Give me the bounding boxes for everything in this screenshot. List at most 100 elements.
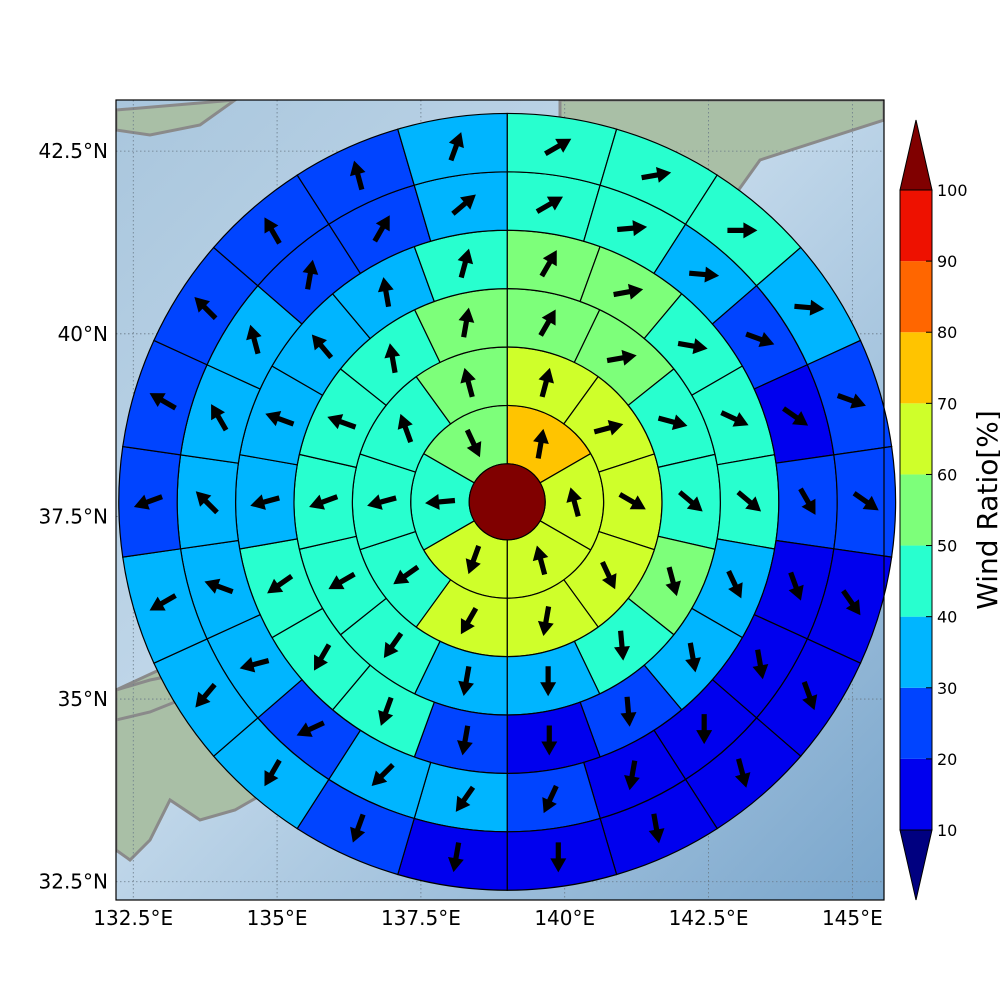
wind-arrow — [367, 494, 397, 510]
wind-arrow — [393, 564, 420, 585]
wind-arrow — [685, 642, 701, 673]
wind-arrow — [532, 545, 549, 576]
wind-arrow — [726, 570, 743, 599]
colorbar-tick-label: 100 — [937, 181, 968, 200]
x-tick-label: 145°E — [822, 906, 883, 930]
wind-arrow — [544, 138, 572, 157]
wind-arrow — [425, 493, 456, 510]
y-tick-label: 35°N — [58, 687, 108, 711]
wind-arrow — [264, 759, 282, 787]
wind-arrow — [250, 494, 280, 510]
wind-arrow — [302, 259, 319, 290]
wind-arrow — [852, 491, 879, 511]
wind-arrow — [458, 665, 474, 696]
y-tick-label: 40°N — [58, 322, 108, 346]
wind-arrow — [745, 331, 775, 348]
wind-arrow — [689, 266, 720, 283]
wind-arrow — [606, 349, 637, 366]
y-tick-label: 37.5°N — [39, 504, 109, 528]
wind-arrow — [458, 307, 475, 338]
wind-arrow — [194, 297, 218, 321]
colorbar-tick-label: 30 — [937, 679, 957, 698]
wind-arrow — [265, 411, 295, 427]
y-axis-ticks: 42.5°N 40°N 37.5°N 35°N 32.5°N — [39, 139, 109, 894]
wind-arrow — [794, 299, 825, 316]
wind-arrow — [457, 725, 473, 756]
wind-arrow — [788, 571, 804, 601]
wind-arrow — [455, 785, 476, 812]
wind-arrow — [613, 283, 644, 300]
plot-frame — [115, 99, 885, 901]
x-tick-label: 135°E — [247, 906, 308, 930]
colorbar-tick-label: 70 — [937, 394, 957, 413]
x-axis-ticks: 132.5°E 135°E 137.5°E 140°E 142.5°E 145°E — [93, 906, 882, 930]
wind-arrow — [600, 560, 617, 590]
wind-arrow — [371, 762, 395, 787]
wind-arrow — [377, 277, 394, 308]
colorbar-under-triangle — [899, 829, 933, 901]
colorbar-bin — [900, 616, 932, 688]
wind-arrow — [736, 490, 762, 512]
colorbar-tick-label: 80 — [937, 323, 957, 342]
wind-arrow — [133, 494, 163, 510]
wind-arrow — [593, 420, 624, 436]
colorbar-bin — [900, 758, 932, 830]
wind-arrow — [841, 589, 861, 616]
wind-arrow — [537, 606, 554, 637]
center-cell — [468, 463, 546, 541]
wind-arrow — [465, 545, 482, 575]
wind-arrow — [782, 406, 809, 426]
wind-arrow — [372, 215, 390, 243]
wind-arrow — [267, 573, 294, 594]
wind-arrow — [616, 220, 648, 237]
colorbar-bin — [900, 545, 932, 617]
colorbar-tick-label: 40 — [937, 608, 957, 627]
wind-arrow — [460, 606, 479, 635]
wind-arrow — [384, 343, 401, 374]
wind-arrow — [464, 428, 482, 458]
wind-arrow — [665, 566, 681, 597]
colorbar-bin — [900, 261, 932, 333]
wind-arrow — [540, 666, 557, 697]
colorbar-tick-label: 10 — [937, 821, 957, 840]
colorbar-bin — [900, 403, 932, 475]
wind-arrow — [264, 217, 282, 245]
wind-arrow — [296, 720, 325, 737]
wind-arrow — [211, 404, 229, 432]
wind-arrow — [727, 222, 758, 239]
wind-arrow — [614, 630, 630, 661]
wind-arrow — [246, 324, 262, 355]
wind-arrow — [734, 758, 751, 788]
wind-arrow — [550, 842, 567, 873]
wind-arrow — [309, 494, 339, 510]
wind-arrow — [696, 714, 713, 745]
x-tick-label: 132.5°E — [93, 906, 173, 930]
wind-arrow — [349, 160, 366, 191]
colorbar-tick-label: 20 — [937, 750, 957, 769]
wind-arrow — [542, 784, 559, 814]
colorbar-frame — [899, 189, 933, 831]
y-tick-label: 42.5°N — [39, 139, 109, 163]
wind-arrow — [460, 367, 476, 398]
wind-arrow — [620, 696, 637, 727]
x-tick-label: 142.5°E — [669, 906, 749, 930]
wind-arrow — [239, 656, 270, 673]
wind-arrow — [311, 334, 334, 360]
wind-arrow — [618, 492, 646, 510]
x-tick-label: 137.5°E — [381, 906, 461, 930]
wind-arrow — [541, 725, 558, 756]
wind-arrow — [798, 487, 816, 515]
wind-arrow — [539, 250, 557, 278]
wind-arrow — [350, 813, 366, 843]
wind-arrow — [149, 393, 177, 411]
wind-arrow — [624, 760, 640, 791]
wind-arrow — [195, 682, 217, 708]
colorbar-over-triangle — [899, 119, 933, 191]
wind-arrow — [678, 490, 703, 512]
y-tick-label: 32.5°N — [39, 870, 109, 894]
wind-arrow — [836, 393, 866, 409]
wind-arrow — [538, 309, 556, 337]
wind-arrow — [538, 367, 554, 398]
colorbar-tick-label: 90 — [937, 252, 957, 271]
